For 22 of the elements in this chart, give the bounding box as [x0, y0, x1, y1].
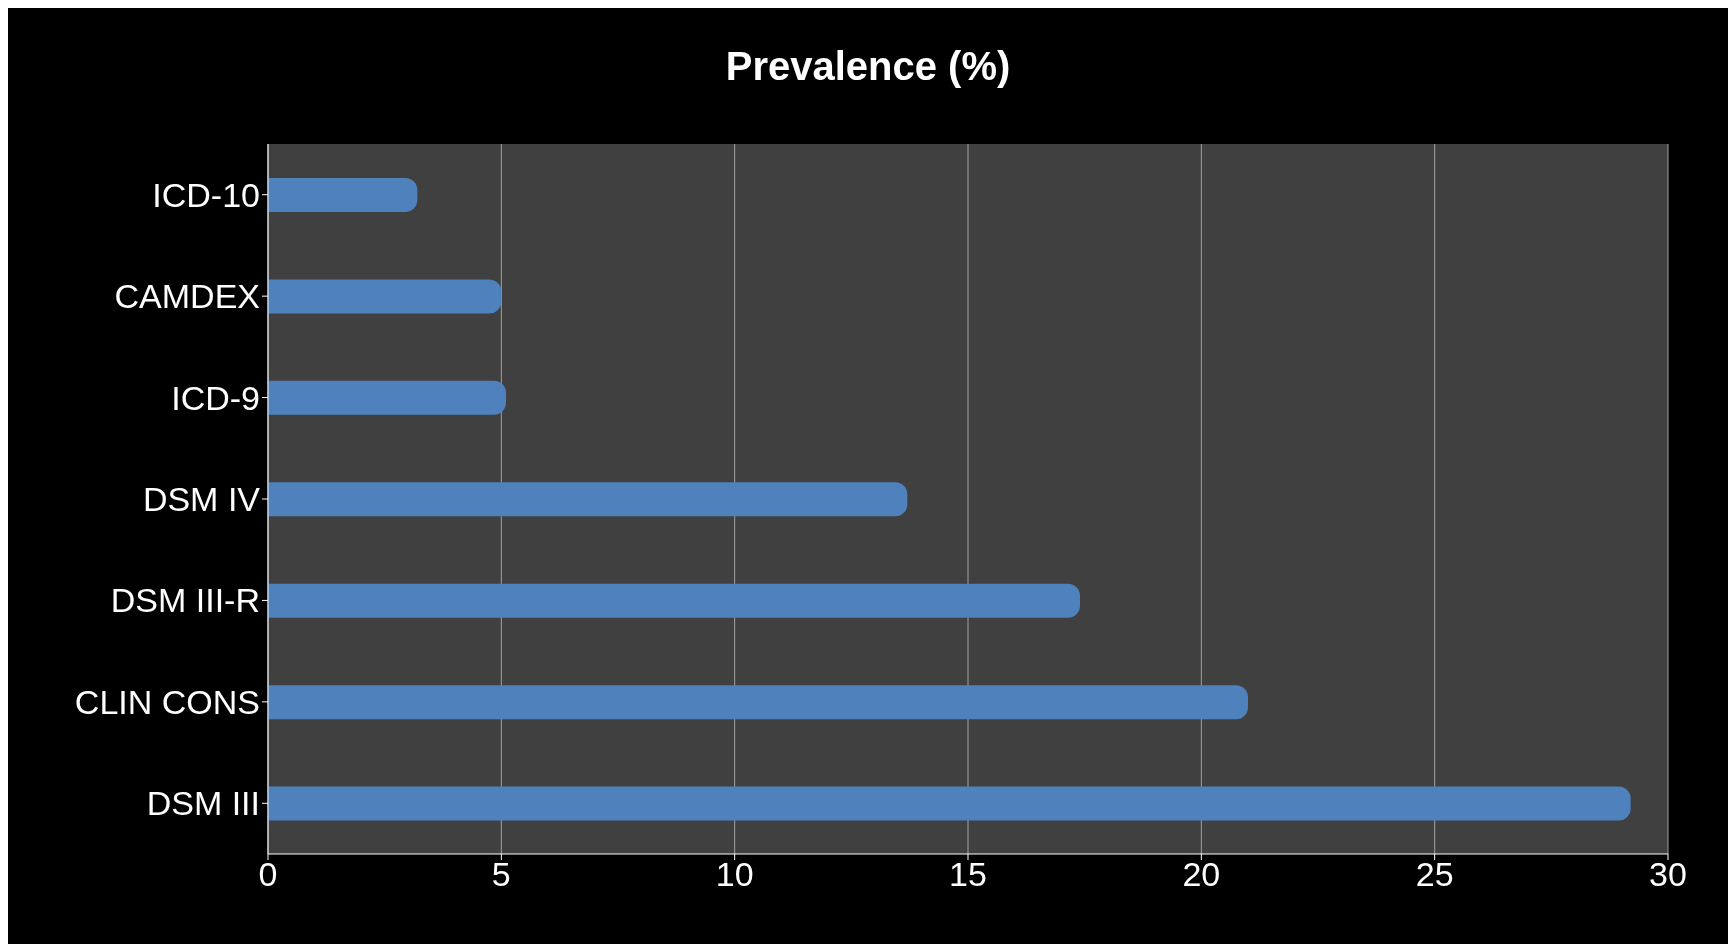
bar	[268, 178, 418, 212]
y-tick-label: ICD-9	[171, 378, 260, 417]
bar	[268, 786, 1631, 821]
y-tick-label: DSM III	[146, 784, 260, 823]
x-tick-label: 25	[1415, 855, 1454, 894]
bar	[268, 685, 1248, 720]
y-tick-label: ICD-10	[152, 175, 260, 214]
y-tick-label: CLIN CONS	[74, 682, 260, 721]
bar	[268, 279, 502, 314]
y-tick-label: DSM IV	[142, 480, 261, 519]
x-tick-label: 20	[1182, 855, 1221, 894]
x-tick-label: 15	[949, 855, 987, 894]
bar	[268, 583, 1080, 618]
bar	[268, 380, 506, 415]
x-tick-label: 30	[1649, 855, 1687, 894]
chart-title: Prevalence (%)	[724, 43, 1012, 90]
y-tick-label: CAMDEX	[114, 277, 260, 316]
x-tick-label: 5	[491, 855, 511, 894]
x-tick-label: 0	[258, 855, 278, 894]
bar	[268, 482, 908, 517]
y-tick-label: DSM III-R	[110, 581, 260, 620]
x-tick-label: 10	[715, 855, 754, 894]
